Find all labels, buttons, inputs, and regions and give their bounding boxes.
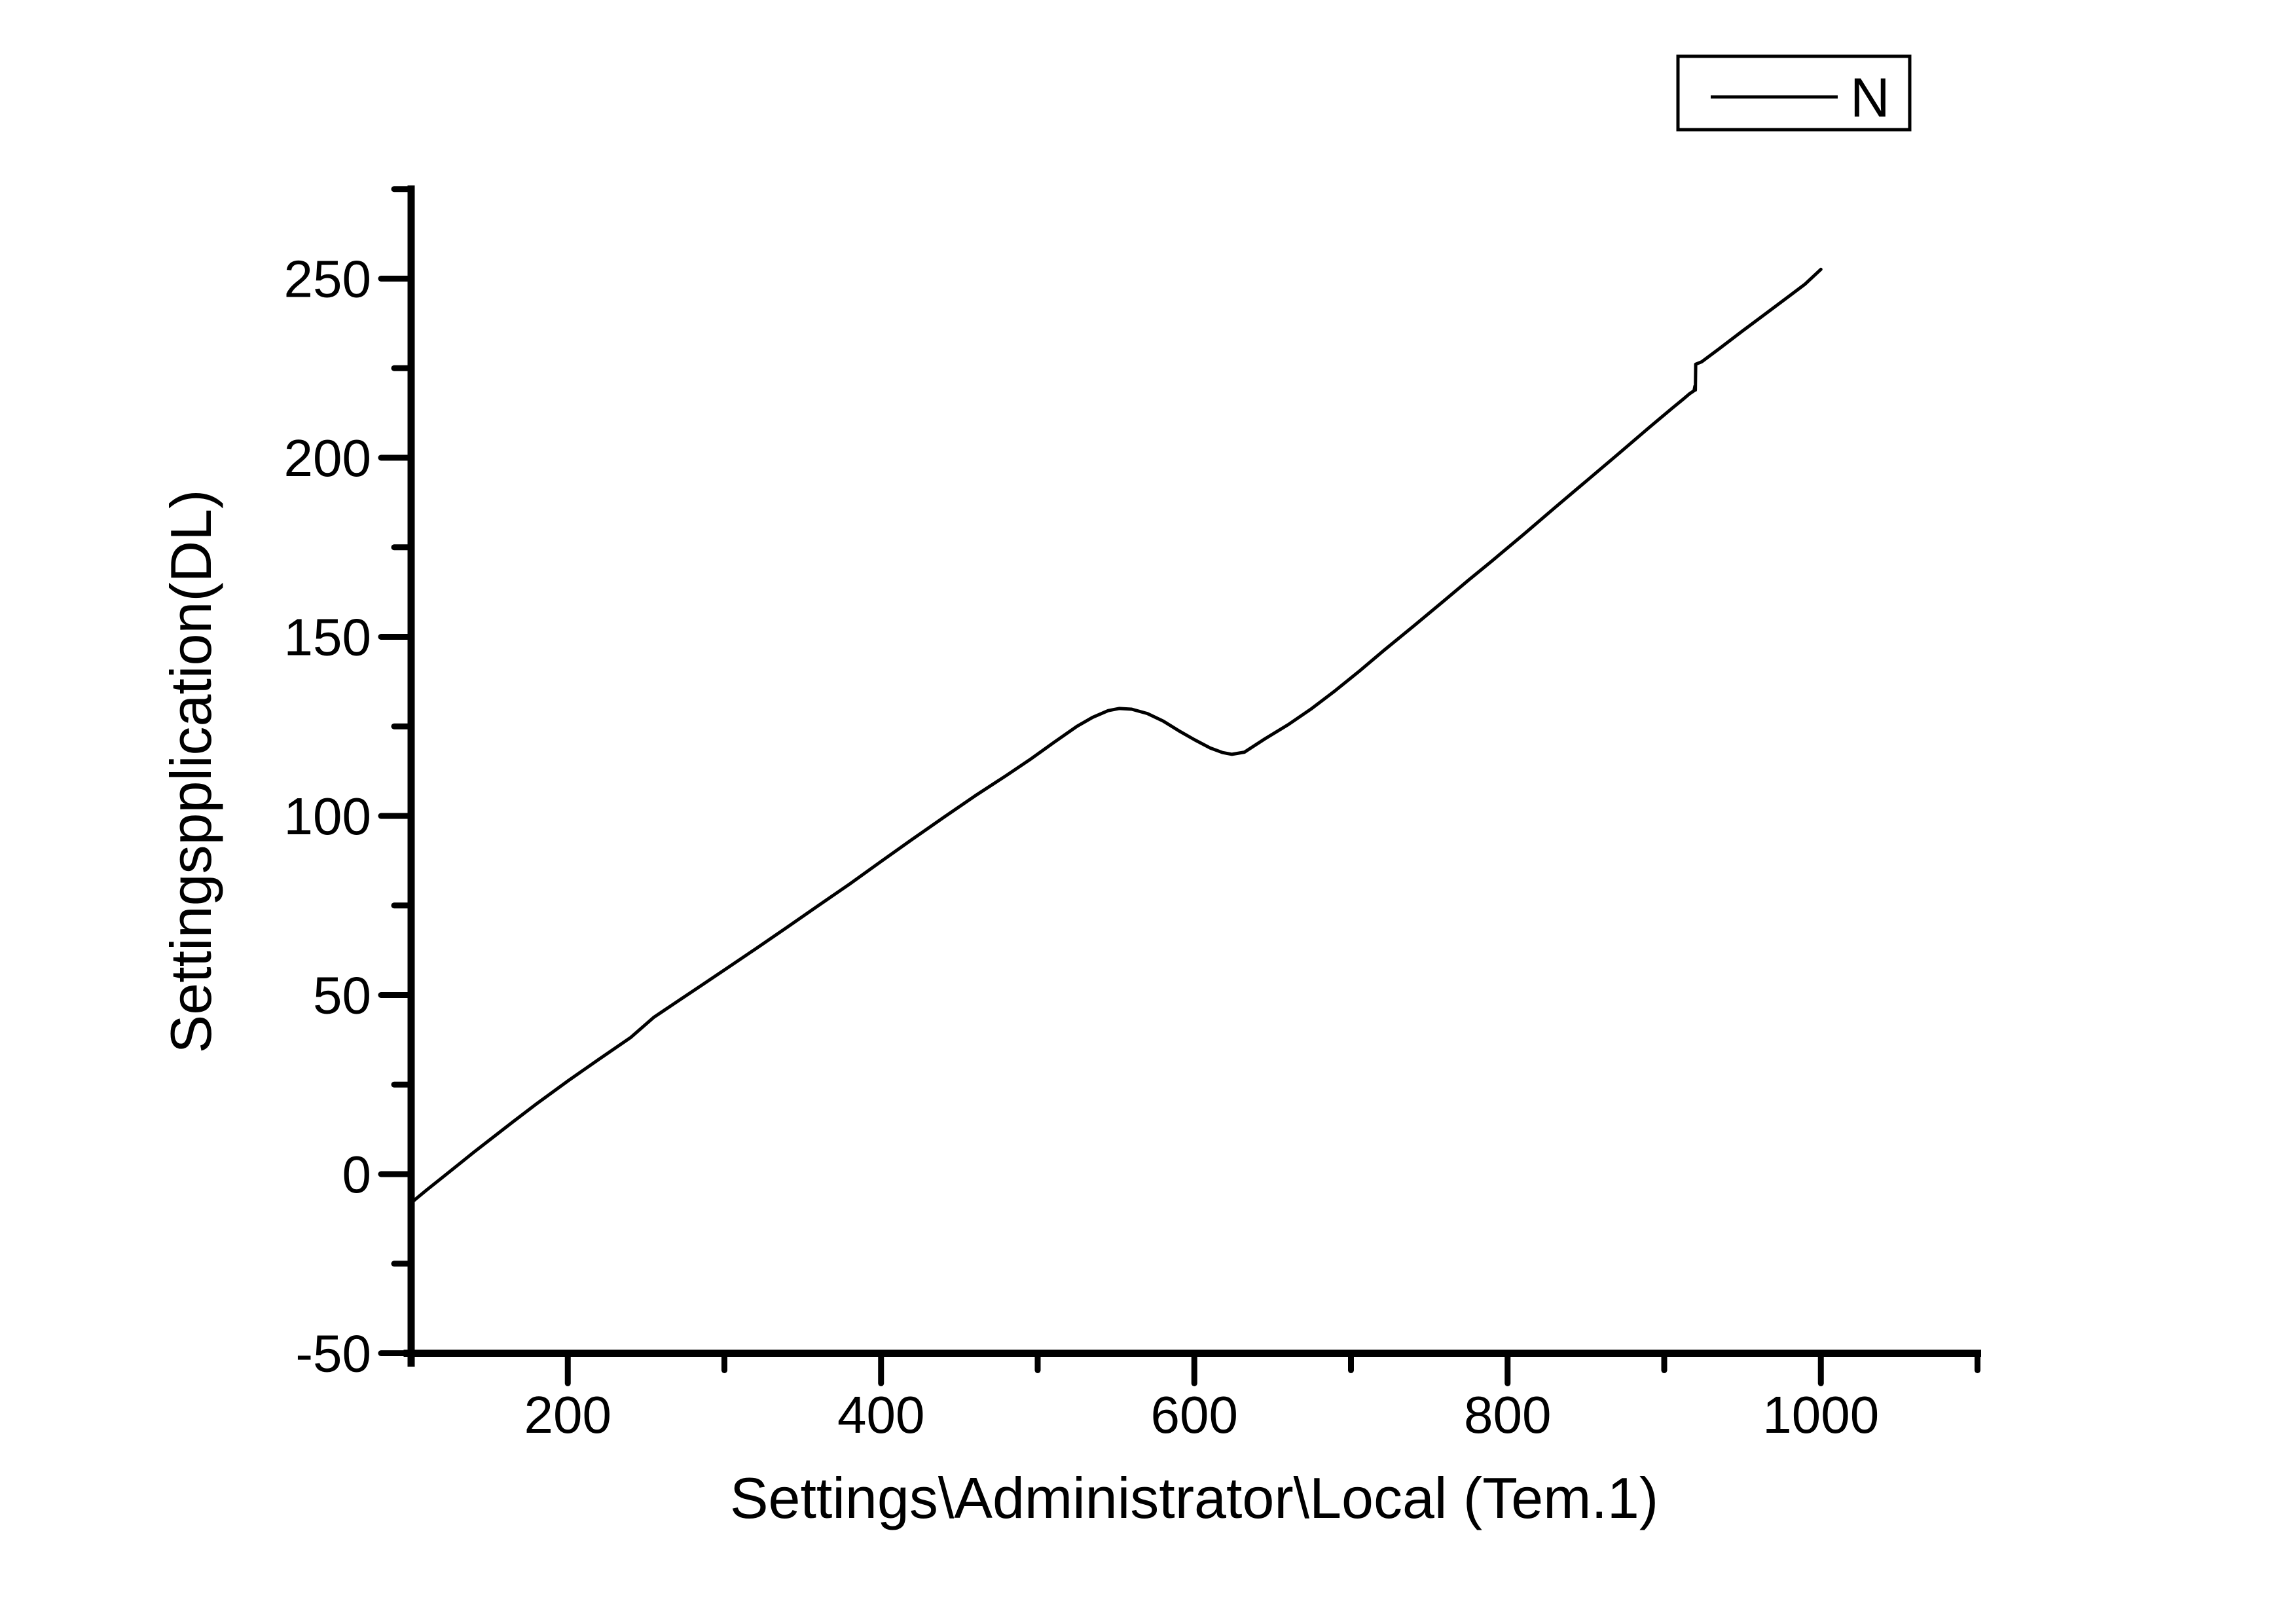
tick-label: 50 <box>313 967 371 1025</box>
y-axis-ticks <box>378 186 412 1356</box>
legend-series-label: N <box>1850 67 1890 128</box>
tick-label: 100 <box>284 787 371 845</box>
tick-label: 800 <box>1464 1386 1551 1444</box>
axes <box>403 185 1981 1367</box>
x-axis-ticks <box>564 1353 1980 1386</box>
tick-label: 150 <box>284 608 371 667</box>
y-axis-title: Settingspplication(DL) <box>158 490 223 1054</box>
tick-label: 0 <box>342 1145 372 1204</box>
legend-box <box>1676 54 1912 132</box>
tick-label: 200 <box>284 429 371 487</box>
series-line-n <box>409 267 1823 1205</box>
tick-label: 600 <box>1151 1386 1238 1444</box>
x-axis-title: Settings\Administrator\Local (Tem.1) <box>730 1466 1658 1530</box>
tick-label: 400 <box>837 1386 924 1444</box>
tick-label: -50 <box>295 1325 371 1383</box>
tick-label: 250 <box>284 250 371 308</box>
x-axis-tick-labels: 200 400 600 800 1000 <box>524 1386 1880 1444</box>
tick-label: 200 <box>524 1386 611 1444</box>
y-axis-tick-labels: -50 0 50 100 150 200 250 <box>284 250 371 1383</box>
tick-label: 1000 <box>1762 1386 1879 1444</box>
legend: N <box>1676 54 1912 132</box>
